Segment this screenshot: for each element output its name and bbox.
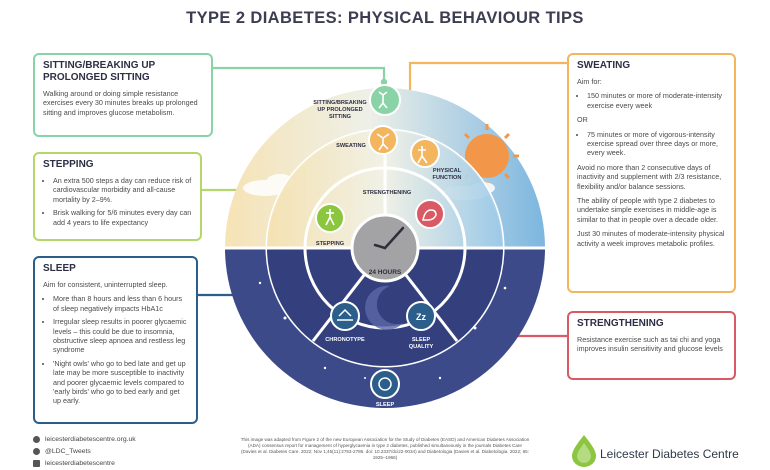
strengthening-icon: [415, 199, 445, 229]
svg-text:Zz: Zz: [416, 312, 426, 322]
sleep-quality-icon: Zz: [406, 301, 436, 331]
stepping-list: An extra 500 steps a day can reduce risk…: [43, 176, 192, 227]
wheel-label-chronotype: CHRONOTYPE: [325, 337, 365, 343]
wheel-label-sitting-3: SITTING: [329, 114, 351, 120]
strengthening-card: STRENGTHENING Resistance exercise such a…: [567, 311, 736, 380]
list-item: 150 minutes or more of moderate-intensit…: [587, 91, 726, 110]
moon-icon: [365, 285, 403, 330]
clock-hand-long: [383, 226, 405, 250]
page-title: TYPE 2 DIABETES: PHYSICAL BEHAVIOUR TIPS: [186, 9, 584, 27]
list-item: An extra 500 steps a day can reduce risk…: [53, 176, 192, 204]
sweating-para2: The ability of people with type 2 diabet…: [577, 196, 719, 224]
sitting-heading: SITTING/BREAKING UP PROLONGED SITTING: [43, 60, 203, 84]
sitting-card: SITTING/BREAKING UP PROLONGED SITTING Wal…: [33, 53, 213, 137]
stepping-icon: [315, 203, 345, 233]
wheel-label-sitting-2: UP PROLONGED: [317, 107, 362, 113]
wheel-label-sitting-1: SITTING/BREAKING: [313, 100, 366, 106]
sleep-card: SLEEP Aim for consistent, uninterrupted …: [33, 256, 198, 424]
logo-text: Leicester Diabetes Centre: [600, 447, 739, 461]
sleep-list: More than 8 hours and less than 6 hours …: [43, 294, 188, 405]
connector-sitting: [213, 66, 386, 80]
activity-wheel: 24 HOURS Zz SITTING/BREAKING UP PROLONGE…: [225, 84, 545, 415]
star-icon: [258, 281, 507, 380]
sleep-heading: SLEEP: [43, 263, 76, 274]
wheel-label-sweating: SWEATING: [336, 143, 366, 149]
footer-facebook-text: leicesterdiabetescentre: [45, 460, 115, 467]
sweating-icon: [368, 125, 398, 155]
sitting-body: Walking around or doing simple resistanc…: [43, 89, 198, 117]
list-item: 75 minutes or more of vigorous-intensity…: [587, 130, 726, 158]
footer-website[interactable]: leicesterdiabetescentre.org.uk: [33, 436, 136, 443]
wheel-label-stepping: STEPPING: [316, 241, 344, 247]
center-label: 24 HOURS: [369, 269, 402, 276]
wheel-label-sleep-quantity-2: QUANTITY: [371, 409, 400, 415]
sweating-list-2: 75 minutes or more of vigorous-intensity…: [577, 130, 726, 158]
globe-icon: [33, 436, 40, 443]
sweating-para1: Avoid no more than 2 consecutive days of…: [577, 162, 722, 191]
sleep-quantity-icon: [370, 369, 400, 399]
wheel-label-physical-2: FUNCTION: [433, 175, 462, 181]
sitting-heading-line1: SITTING/BREAKING UP: [43, 60, 156, 71]
footer-website-text: leicesterdiabetescentre.org.uk: [45, 436, 136, 443]
stepping-heading: STEPPING: [43, 159, 94, 170]
sweating-card: SWEATING Aim for: 150 minutes or more of…: [567, 53, 736, 293]
sweating-or: OR: [577, 115, 588, 125]
clock-hand-short: [373, 243, 387, 250]
sweating-list-1: 150 minutes or more of moderate-intensit…: [577, 91, 726, 110]
wheel-label-physical-1: PHYSICAL: [433, 168, 462, 174]
stepping-card: STEPPING An extra 500 steps a day can re…: [33, 152, 202, 241]
wheel-label-sleep-quality-1: SLEEP: [412, 337, 431, 343]
facebook-icon: [33, 460, 40, 467]
list-item: Brisk walking for 5/6 minutes every day …: [53, 208, 192, 227]
sweating-heading: SWEATING: [577, 60, 631, 71]
source-citation: This image was adapted from Figure 2 of …: [240, 437, 530, 460]
physical-function-icon: [410, 138, 440, 168]
footer-twitter[interactable]: @LDC_Tweets: [33, 448, 91, 455]
strengthening-heading: STRENGTHENING: [577, 318, 664, 329]
sweating-aim: Aim for:: [577, 77, 602, 86]
footer-facebook[interactable]: leicesterdiabetescentre: [33, 460, 115, 467]
strengthening-body: Resistance exercise such as tai chi and …: [577, 335, 723, 354]
chronotype-icon: [330, 301, 360, 331]
wheel-label-sleep-quantity-1: SLEEP: [376, 402, 395, 408]
wheel-label-sleep-quality-2: QUALITY: [409, 344, 434, 350]
connector-sitting-dot: [380, 78, 388, 86]
twitter-icon: [33, 448, 40, 455]
sitting-heading-line2: PROLONGED SITTING: [43, 72, 150, 83]
logo-icon: [572, 435, 596, 467]
sitting-icon: [369, 84, 401, 116]
footer-twitter-text: @LDC_Tweets: [45, 448, 91, 455]
list-item: 'Night owls' who go to bed late and get …: [53, 359, 188, 406]
list-item: Irregular sleep results in poorer glycae…: [53, 317, 188, 355]
wheel-label-strengthening: STRENGTHENING: [363, 190, 411, 196]
sweating-para3: Just 30 minutes of moderate-intensity ph…: [577, 229, 725, 248]
sleep-intro: Aim for consistent, uninterrupted sleep.: [43, 280, 168, 289]
list-item: More than 8 hours and less than 6 hours …: [53, 294, 188, 313]
